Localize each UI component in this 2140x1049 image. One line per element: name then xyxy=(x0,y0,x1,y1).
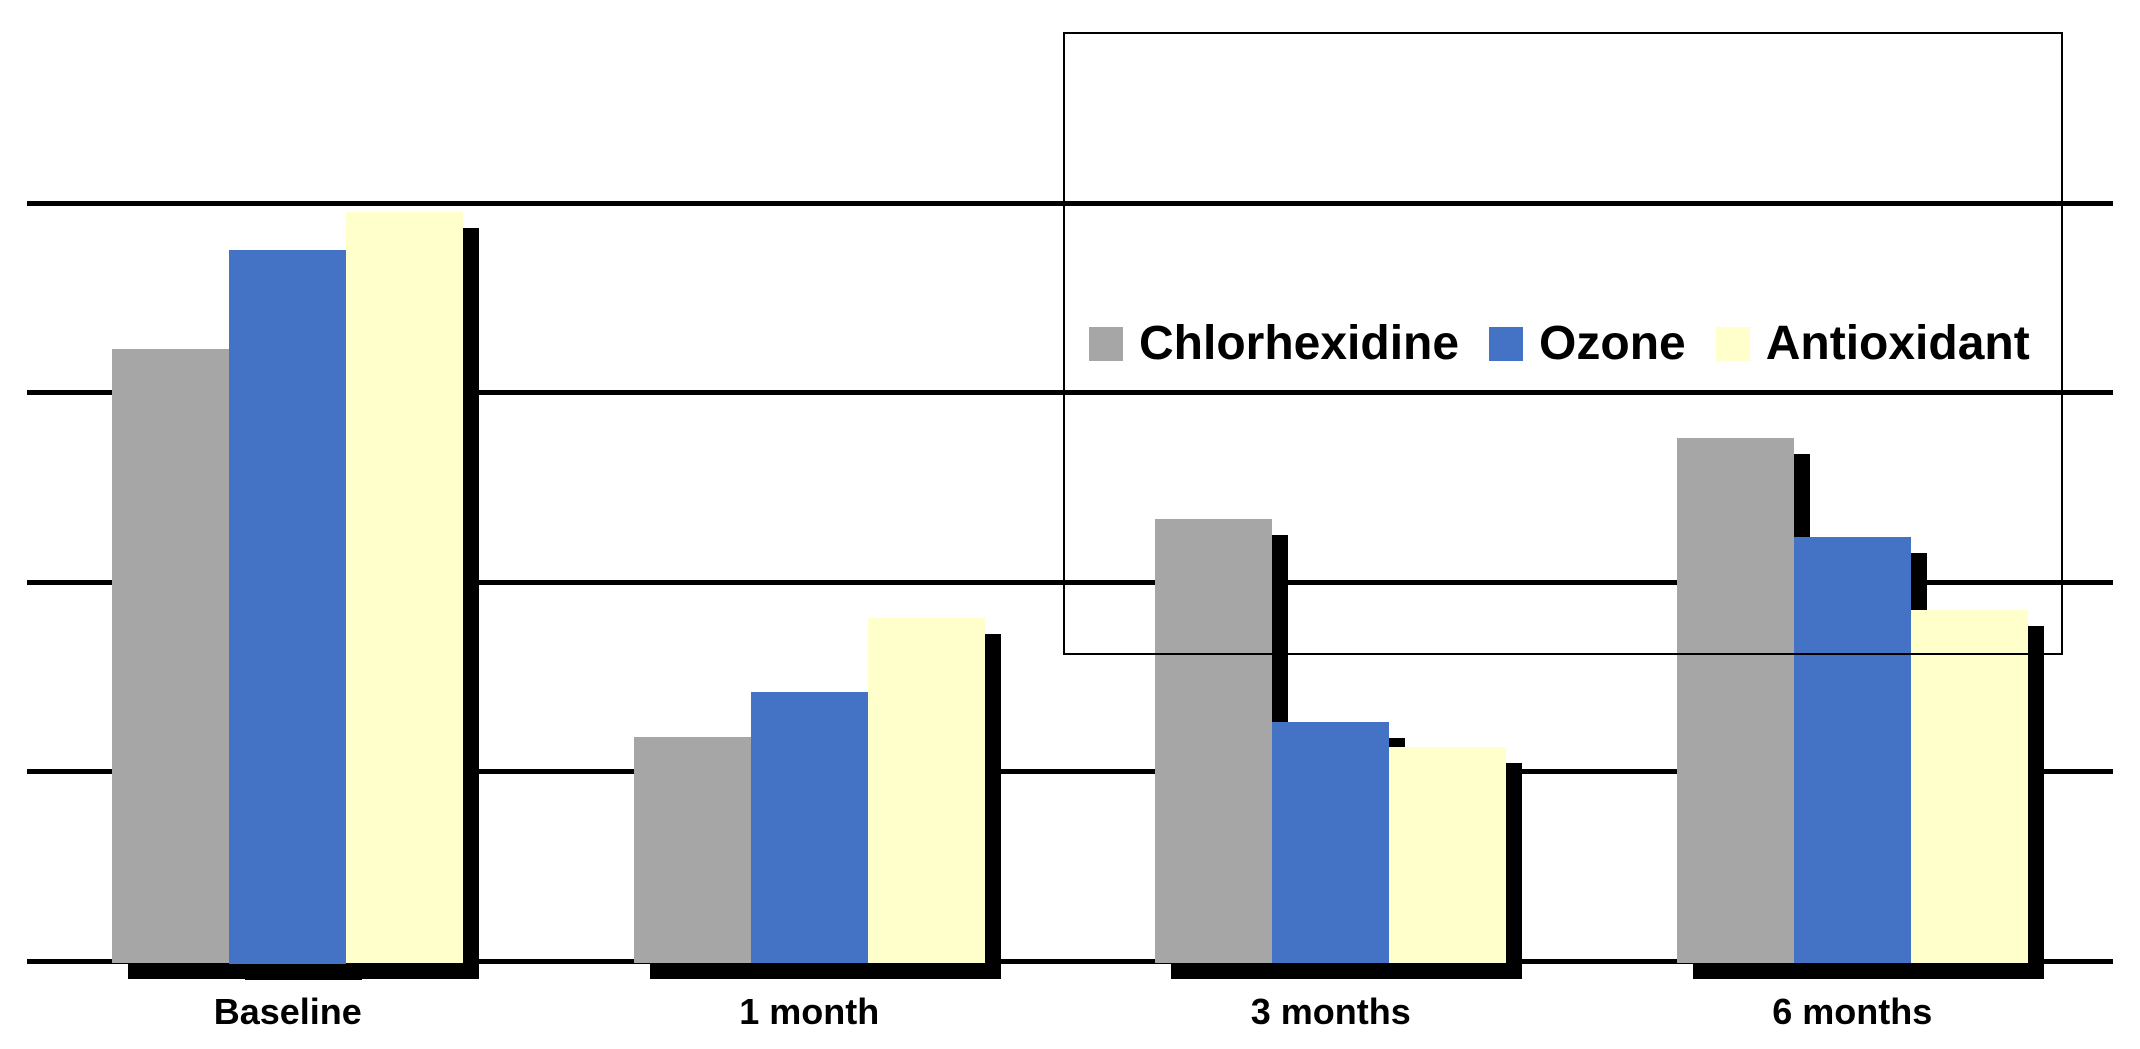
bar-ozone-6-months xyxy=(1793,536,1911,964)
x-axis-label-6-months: 6 months xyxy=(1772,991,1933,1032)
legend-item-ozone: Ozone xyxy=(1489,316,1686,372)
legend-item-antioxidant: Antioxidant xyxy=(1715,316,2030,372)
legend-swatch-chlorhexidine xyxy=(1089,327,1123,361)
legend-label-ozone: Ozone xyxy=(1539,317,1686,370)
x-axis-line xyxy=(27,958,2113,964)
legend-swatch-antioxidant xyxy=(1715,327,1750,361)
gridline xyxy=(27,200,2113,206)
legend-swatch-ozone xyxy=(1489,327,1524,361)
bar-chlorhexidine-1-month xyxy=(633,737,751,964)
legend-box: Chlorhexidine Ozone Antioxidant xyxy=(1063,32,2063,655)
bar-chlorhexidine-3-months xyxy=(1155,519,1273,964)
x-axis-label-1-month: 1 month xyxy=(739,991,880,1032)
legend-label-antioxidant: Antioxidant xyxy=(1765,317,2030,370)
bar-ozone-baseline xyxy=(229,250,347,964)
x-axis-label-baseline: Baseline xyxy=(213,991,362,1032)
bar-ozone-3-months xyxy=(1272,722,1390,964)
legend-row: Chlorhexidine Ozone Antioxidant xyxy=(1089,316,2030,372)
bar-chlorhexidine-6-months xyxy=(1676,437,1794,964)
gridline xyxy=(27,769,2113,774)
bar-antioxidant-3-months xyxy=(1389,746,1507,964)
bar-chlorhexidine-baseline xyxy=(112,348,230,964)
bar-antioxidant-6-months xyxy=(1910,610,2028,964)
legend-label-chlorhexidine: Chlorhexidine xyxy=(1139,317,1460,370)
gridline xyxy=(27,390,2113,395)
bar-antioxidant-1-month xyxy=(867,618,985,964)
gridline xyxy=(27,579,2113,585)
legend-item-chlorhexidine: Chlorhexidine xyxy=(1089,316,1459,372)
bar-ozone-1-month xyxy=(750,691,868,964)
bar-antioxidant-baseline xyxy=(346,212,464,964)
x-axis-label-3-months: 3 months xyxy=(1250,991,1411,1032)
